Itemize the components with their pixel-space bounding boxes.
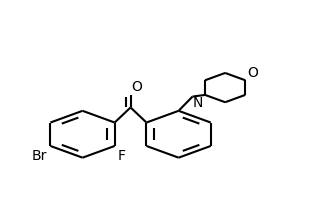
Text: N: N: [193, 96, 203, 110]
Text: F: F: [118, 149, 126, 163]
Text: O: O: [131, 81, 142, 95]
Text: Br: Br: [32, 149, 47, 163]
Text: O: O: [247, 66, 258, 80]
